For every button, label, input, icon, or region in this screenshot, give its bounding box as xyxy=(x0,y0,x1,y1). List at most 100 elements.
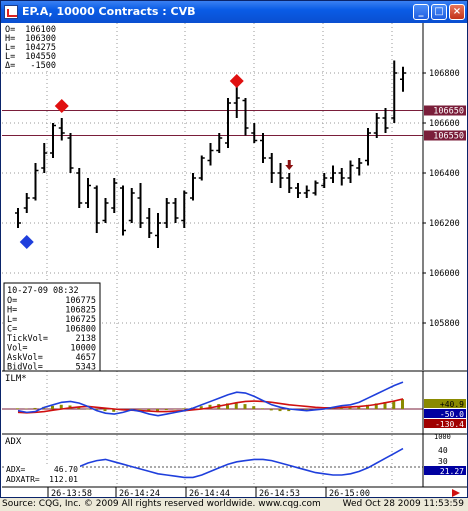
minimize-button[interactable]: _ xyxy=(413,4,429,20)
price-bar xyxy=(58,118,65,141)
adx-tick-40: 40 xyxy=(438,446,448,455)
quote-label: L= xyxy=(5,52,15,62)
ilm-histogram-bar xyxy=(51,405,54,409)
chart-window: EP.A, 10000 Contracts : CVB _ □ × 106800… xyxy=(0,0,468,498)
price-tick-label: 106600 xyxy=(429,119,460,129)
ilm-histogram-bar xyxy=(383,402,387,409)
ilm-histogram-bar xyxy=(374,403,378,409)
scroll-right-arrow[interactable] xyxy=(452,489,460,497)
price-bar xyxy=(330,165,336,183)
quote-value: 106300 xyxy=(25,34,56,44)
app-icon[interactable] xyxy=(4,5,18,19)
price-bar xyxy=(347,160,354,183)
ilm-histogram-bar xyxy=(339,407,343,409)
price-tick-label: 106200 xyxy=(429,219,460,229)
price-bar xyxy=(260,133,266,163)
adx-readout-value-1: 46.70 xyxy=(54,465,78,474)
price-bar xyxy=(128,188,135,223)
adx-line xyxy=(17,447,404,479)
data-window-label: L= xyxy=(7,315,17,325)
ilm-histogram-bar xyxy=(269,409,273,411)
level-tag-label: 106650 xyxy=(433,107,464,117)
time-axis: 26-13:58 26-14:24 26-14:44 26-14:53 26-15:00 xyxy=(47,487,370,498)
level-tag xyxy=(424,105,466,116)
price-bar xyxy=(242,98,249,136)
adx-readout-value-2: 112.01 xyxy=(49,475,78,484)
price-bar xyxy=(163,198,170,228)
price-bar xyxy=(391,60,398,123)
grid-layer xyxy=(2,23,423,487)
ilm-readout-1: +40.9 xyxy=(440,400,464,409)
price-bar xyxy=(85,178,91,208)
price-bar xyxy=(382,108,389,133)
level-lines xyxy=(2,110,423,136)
price-bar xyxy=(207,143,214,166)
close-button[interactable]: × xyxy=(449,4,465,20)
price-tick-label: 106000 xyxy=(429,269,460,279)
price-bar xyxy=(251,123,258,143)
ilm-histogram-bar xyxy=(208,404,212,409)
ilm-histogram-bar xyxy=(261,408,264,409)
ilm-red-line xyxy=(17,398,404,414)
price-bar xyxy=(32,163,39,201)
ilm-histogram-bar xyxy=(182,408,186,409)
price-bar xyxy=(303,185,310,198)
time-tick-label: 26-13:58 xyxy=(51,489,92,498)
price-bar xyxy=(137,183,144,228)
quote-label: H= xyxy=(5,34,15,44)
ilm-histogram-bar xyxy=(226,403,229,409)
ilm-histogram-bar xyxy=(103,409,107,412)
quote-value: 104550 xyxy=(25,52,56,62)
maximize-button[interactable]: □ xyxy=(431,4,447,20)
quote-value: 104275 xyxy=(25,43,56,53)
data-window-value: 10000 xyxy=(70,344,96,354)
blue-diamond-marker xyxy=(19,235,34,249)
data-window-value: 106825 xyxy=(65,306,96,316)
price-bar xyxy=(286,173,293,193)
adx-panel[interactable]: ADX 1000 40 30 20 21.27 ADX= 46.70 ADXAT… xyxy=(2,433,466,487)
data-window-value: 106775 xyxy=(65,296,96,306)
price-bar xyxy=(400,66,406,92)
data-window-label: AskVol= xyxy=(7,353,43,363)
level-tags: 106650 106550 xyxy=(424,105,466,142)
price-bar xyxy=(312,180,319,196)
ilm-histogram-bar xyxy=(33,407,37,409)
ilm-histogram-bar xyxy=(59,404,63,409)
ilm-histogram-bar xyxy=(86,409,89,410)
price-bar xyxy=(102,198,109,223)
price-bar xyxy=(198,155,205,181)
ilm-histogram-bar xyxy=(278,409,282,412)
data-window-label: Vol= xyxy=(7,344,27,354)
price-bar xyxy=(23,193,30,213)
data-window-label: C= xyxy=(7,325,17,335)
ilm-histogram-bar xyxy=(287,409,291,412)
price-bar xyxy=(321,173,328,188)
price-bar xyxy=(120,185,126,236)
price-bar xyxy=(41,143,48,173)
price-bars xyxy=(15,60,406,248)
red-diamond-marker xyxy=(229,74,244,88)
price-bar xyxy=(67,133,74,173)
ilm-histogram-bar xyxy=(252,406,256,409)
chart-area[interactable]: 106800 106600 106400 106200 106000 105800 106… xyxy=(2,23,467,498)
ilm-histogram-bar xyxy=(77,406,81,409)
title-bar[interactable]: EP.A, 10000 Contracts : CVB _ □ × xyxy=(1,1,467,23)
price-bar xyxy=(277,163,284,188)
ilm-histogram-bar xyxy=(243,404,247,409)
footer-timestamp: Wed Oct 28 2009 11:53:59 xyxy=(342,499,464,509)
price-bar xyxy=(146,208,153,238)
footer: Source: CQG, Inc. © 2009 All rights rese… xyxy=(0,498,468,511)
ilm-histogram-bar xyxy=(304,409,308,411)
price-bar xyxy=(338,168,345,186)
price-bar xyxy=(216,133,223,153)
price-bar xyxy=(93,185,100,233)
ilm-panel[interactable]: ILM* +40.9 -50.0 -130.4 xyxy=(2,371,466,434)
price-bar xyxy=(181,190,188,228)
ilm-histogram-bar xyxy=(234,402,238,409)
data-window-value: 106800 xyxy=(65,325,96,335)
ilm-histogram-bar xyxy=(366,404,369,409)
quote-label: O= xyxy=(5,25,15,35)
ilm-histogram-bar xyxy=(16,408,19,409)
copyright-text: Source: CQG, Inc. © 2009 All rights rese… xyxy=(2,499,321,509)
window-title: EP.A, 10000 Contracts : CVB xyxy=(22,5,196,18)
